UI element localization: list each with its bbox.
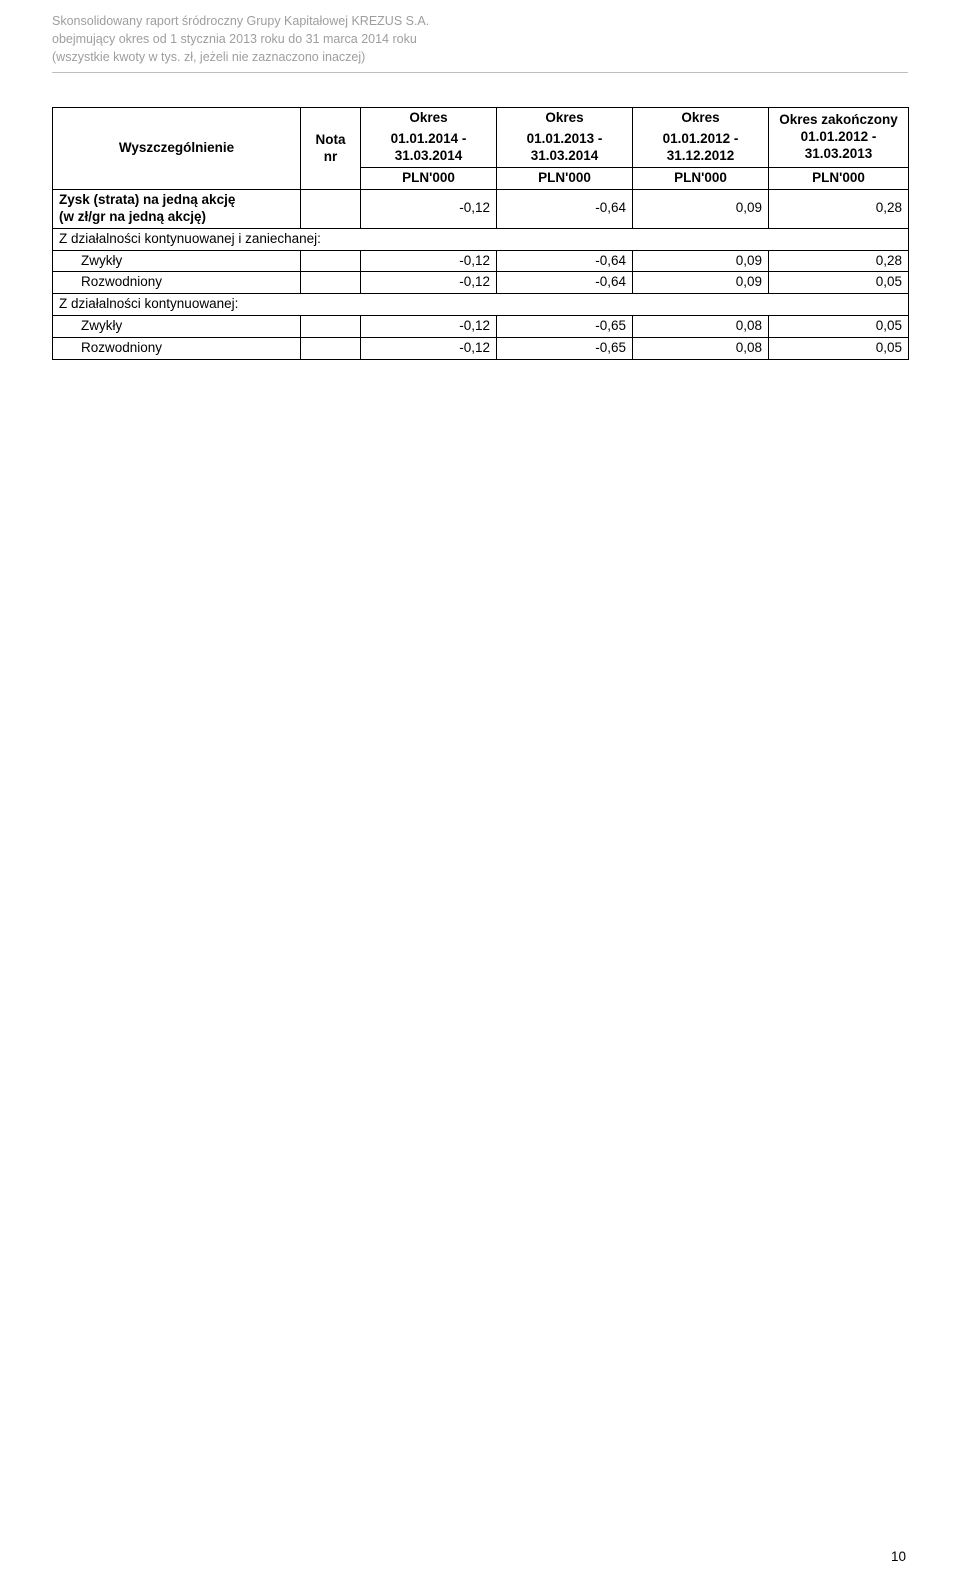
cell: 0,08 [633,338,769,360]
th-period-4: Okres zakończony 01.01.2012 - 31.03.2013 [769,108,909,168]
header-rule [52,72,908,73]
cell: 0,05 [769,316,909,338]
table-row: Zwykły -0,12 -0,64 0,09 0,28 [53,250,909,272]
th-period-1a: Okres [361,108,497,129]
row1-label-b: (w zł/gr na jedną akcję) [59,209,206,224]
cell: -0,64 [497,250,633,272]
cell: -0,64 [497,272,633,294]
cell: -0,12 [361,272,497,294]
table-head: Wyszczególnienie Nota nr Okres Okres Okr… [53,108,909,190]
row-section: Z działalności kontynuowanej: [53,294,909,316]
cell: 0,28 [769,189,909,228]
row-nota [301,250,361,272]
cell: 0,05 [769,272,909,294]
table-row: Zwykły -0,12 -0,65 0,08 0,05 [53,316,909,338]
table-row: Rozwodniony -0,12 -0,64 0,09 0,05 [53,272,909,294]
th-nota-a: Nota [316,132,346,147]
cell: 0,09 [633,250,769,272]
cell: -0,12 [361,250,497,272]
cell: -0,65 [497,338,633,360]
cell: -0,65 [497,316,633,338]
row1-label-a: Zysk (strata) na jedną akcję [59,192,235,207]
cell: -0,12 [361,316,497,338]
financial-table: Wyszczególnienie Nota nr Okres Okres Okr… [52,107,909,360]
row-nota [301,272,361,294]
table-row: Zysk (strata) na jedną akcję (w zł/gr na… [53,189,909,228]
row-label: Rozwodniony [53,338,301,360]
row-label: Zwykły [53,316,301,338]
th-desc: Wyszczególnienie [53,108,301,190]
row-label: Rozwodniony [53,272,301,294]
cell: 0,09 [633,272,769,294]
th-period-4-range: 01.01.2012 - 31.03.2013 [801,129,877,161]
row-label: Zwykły [53,250,301,272]
th-unit-2: PLN'000 [497,168,633,190]
cell: 0,28 [769,250,909,272]
th-nota: Nota nr [301,108,361,190]
th-period-2a: Okres [497,108,633,129]
table-row: Z działalności kontynuowanej: [53,294,909,316]
row-nota [301,338,361,360]
th-period-4-word: Okres zakończony [779,112,898,127]
page-number: 10 [891,1549,906,1564]
row-section: Z działalności kontynuowanej i zaniechan… [53,228,909,250]
cell: 0,08 [633,316,769,338]
header-line-2: obejmujący okres od 1 stycznia 2013 roku… [52,30,908,48]
cell: -0,12 [361,338,497,360]
table-row: Rozwodniony -0,12 -0,65 0,08 0,05 [53,338,909,360]
row-nota [301,316,361,338]
table-row: Z działalności kontynuowanej i zaniechan… [53,228,909,250]
table-body: Zysk (strata) na jedną akcję (w zł/gr na… [53,189,909,359]
row-label: Zysk (strata) na jedną akcję (w zł/gr na… [53,189,301,228]
cell: 0,09 [633,189,769,228]
page: Skonsolidowany raport śródroczny Grupy K… [0,0,960,1578]
th-period-1b: 01.01.2014 - 31.03.2014 [361,129,497,167]
th-nota-b: nr [324,149,338,164]
th-unit-4: PLN'000 [769,168,909,190]
th-period-3a: Okres [633,108,769,129]
th-period-3b: 01.01.2012 - 31.12.2012 [633,129,769,167]
doc-header: Skonsolidowany raport śródroczny Grupy K… [52,12,908,66]
th-period-2b: 01.01.2013 - 31.03.2014 [497,129,633,167]
th-unit-3: PLN'000 [633,168,769,190]
cell: -0,64 [497,189,633,228]
header-line-1: Skonsolidowany raport śródroczny Grupy K… [52,12,908,30]
header-line-3: (wszystkie kwoty w tys. zł, jeżeli nie z… [52,48,908,66]
row-nota [301,189,361,228]
th-unit-1: PLN'000 [361,168,497,190]
cell: 0,05 [769,338,909,360]
cell: -0,12 [361,189,497,228]
